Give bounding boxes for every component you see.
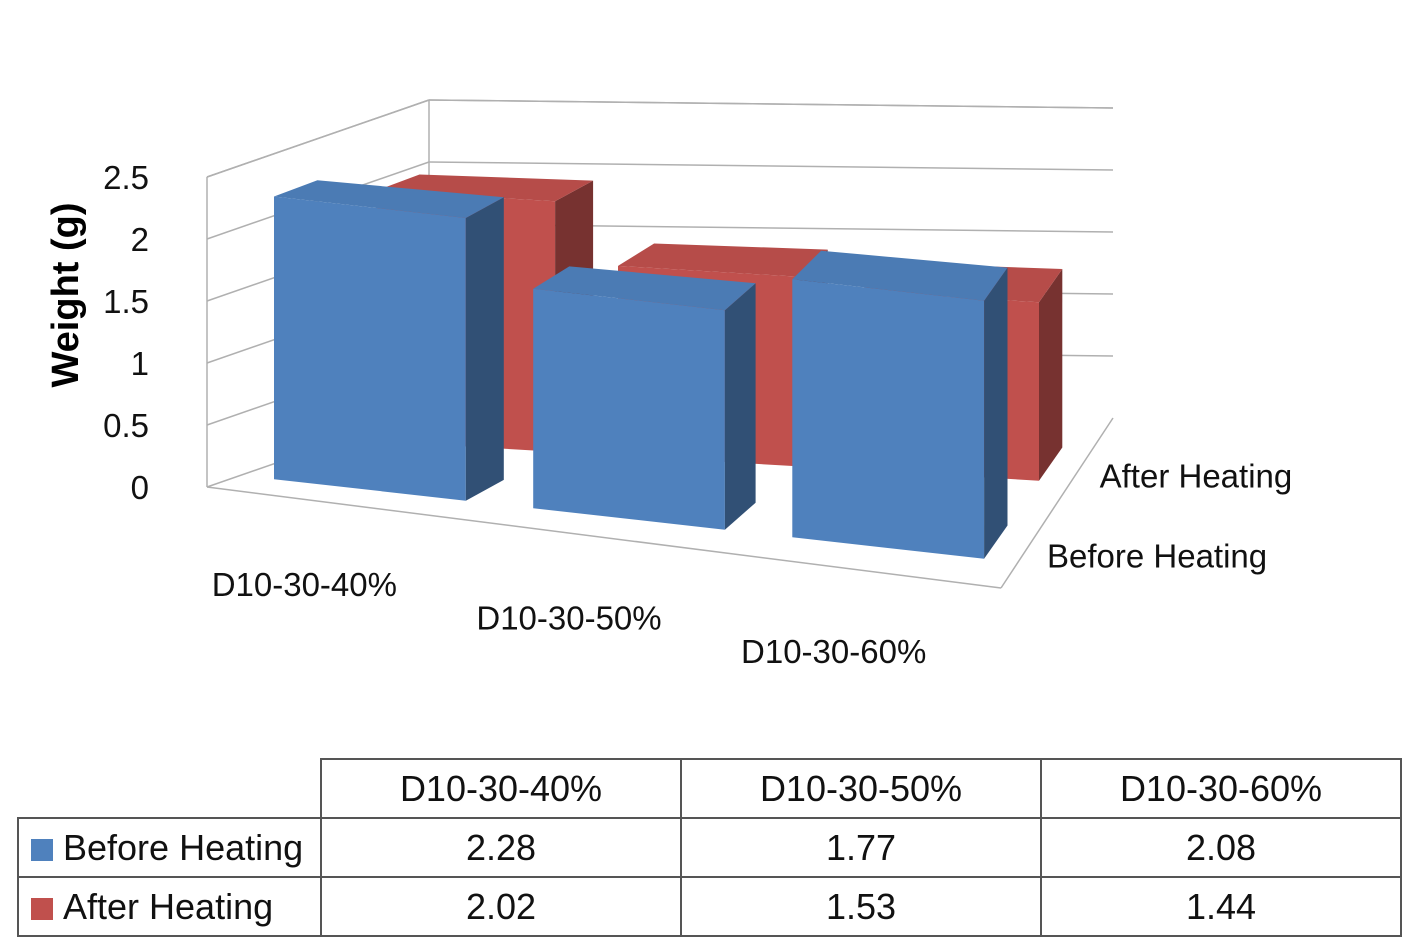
y-tick-label: 0.5	[103, 407, 149, 444]
y-tick-label: 2.5	[103, 159, 149, 196]
depth-axis-labels: After Heating Before Heating	[1047, 458, 1292, 575]
y-tick-label: 0	[131, 469, 149, 506]
y-axis-ticks: 0 0.5 1 1.5 2 2.5	[103, 159, 149, 506]
y-tick-label: 1	[131, 345, 149, 382]
gridline-back	[428, 99, 1114, 109]
y-axis-label: Weight (g)	[45, 202, 87, 387]
gridline-side	[206, 99, 430, 178]
data-table-header: D10-30-50%	[680, 758, 1042, 819]
depth-category-label: After Heating	[1100, 458, 1293, 495]
legend-label: After Heating	[63, 885, 274, 927]
legend-label: Before Heating	[63, 826, 304, 868]
bar-top-face	[792, 250, 1008, 301]
bar-side-face	[465, 197, 504, 501]
bar-chart-3d: 00.511.522.5 D10-30-40%D10-30-50%D10-30-…	[45, 99, 1292, 670]
bar-top-face	[376, 174, 594, 202]
bar-top-face	[533, 266, 756, 311]
x-category-label: D10-30-50%	[476, 600, 661, 637]
bars	[274, 174, 1063, 559]
gridline-back	[428, 161, 1114, 171]
data-table-row: Before Heating 2.28 1.77 2.08	[17, 817, 1402, 878]
data-table-cell: 1.44	[1040, 876, 1402, 937]
y-tick-label: 2	[131, 221, 149, 258]
bar-side-face	[1039, 269, 1063, 481]
bar-front-face	[533, 288, 725, 530]
data-table-cell: 1.77	[680, 817, 1042, 878]
bar-before-heating-0	[274, 180, 504, 501]
data-table-row-label: After Heating	[17, 876, 322, 937]
y-tick-label: 1.5	[103, 283, 149, 320]
data-table-header-row: D10-30-40% D10-30-50% D10-30-60%	[18, 758, 1402, 819]
bar-top-face	[618, 243, 828, 277]
data-table: D10-30-40% D10-30-50% D10-30-60% Before …	[17, 758, 1402, 937]
depth-category-label: Before Heating	[1047, 538, 1267, 575]
bar-front-face	[792, 279, 985, 559]
bar-front-face	[274, 196, 466, 501]
data-table-corner	[18, 759, 322, 819]
bar-before-heating-2	[792, 250, 1008, 559]
data-table-row: After Heating 2.02 1.53 1.44	[17, 876, 1402, 937]
bar-before-heating-1	[533, 266, 756, 530]
bar-top-face	[274, 180, 504, 218]
x-category-label: D10-30-40%	[212, 566, 397, 603]
x-axis-categories: D10-30-40% D10-30-50% D10-30-60%	[212, 566, 927, 670]
data-table-cell: 2.28	[320, 817, 682, 878]
bar-side-face	[724, 283, 756, 530]
data-table-cell: 2.02	[320, 876, 682, 937]
x-category-label: D10-30-60%	[741, 633, 926, 670]
data-table-cell: 2.08	[1040, 817, 1402, 878]
data-table-header: D10-30-60%	[1040, 758, 1402, 819]
legend-swatch-after-heating	[31, 897, 53, 920]
bar-side-face	[984, 267, 1008, 559]
floor-edge-right	[1000, 417, 1114, 589]
data-table-header: D10-30-40%	[320, 758, 682, 819]
floor-edge-front	[206, 486, 1002, 589]
legend-swatch-before-heating	[31, 838, 53, 861]
data-table-row-label: Before Heating	[17, 817, 322, 878]
data-table-cell: 1.53	[680, 876, 1042, 937]
